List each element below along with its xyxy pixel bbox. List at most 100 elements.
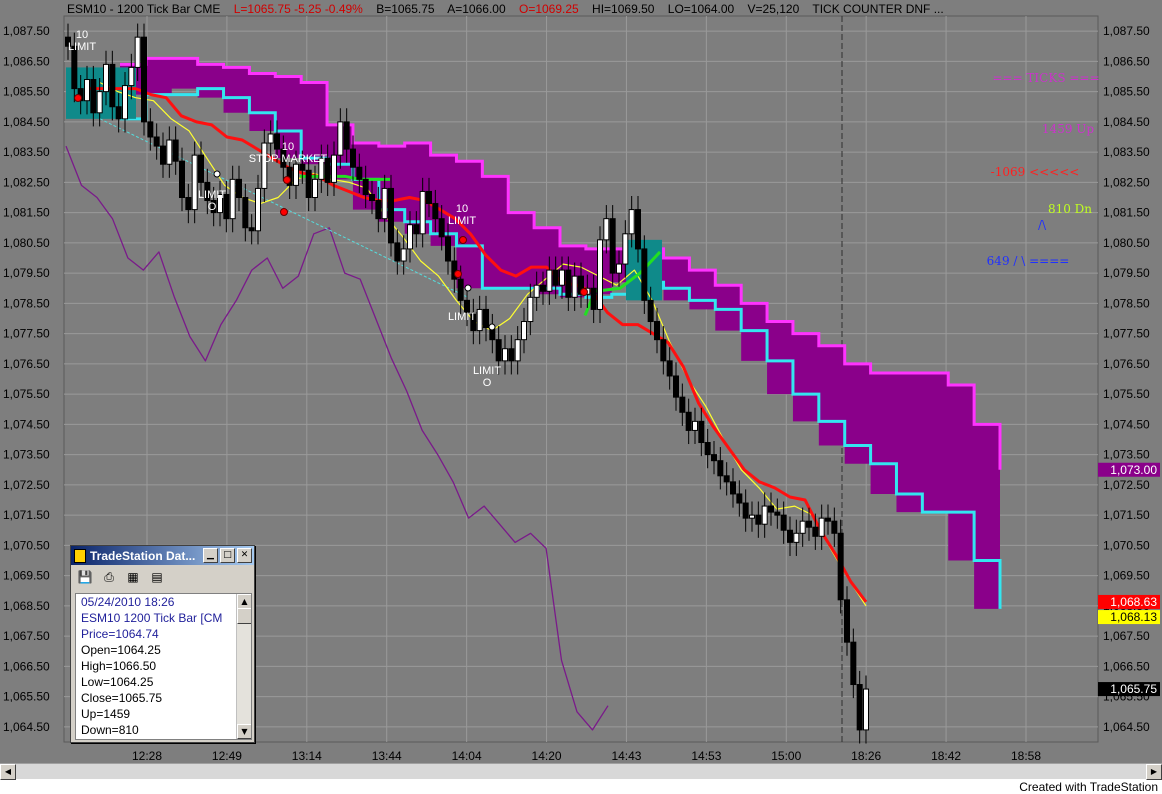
price-bar-down (755, 514, 762, 525)
y-tick-label-right: 1,072.50 (1103, 478, 1150, 492)
price-bar-down (179, 160, 185, 198)
price-bar-up (533, 284, 540, 298)
data-window-line: Price=1064.74 (81, 627, 159, 641)
price-bar-up (267, 133, 274, 144)
y-tick-label-right: 1,074.50 (1103, 417, 1150, 431)
x-tick-label: 18:58 (1011, 749, 1041, 763)
price-bar-down (274, 133, 280, 150)
price-bar-down (717, 460, 724, 477)
price-bar-up (514, 339, 521, 362)
y-tick-label-left: 1,076.50 (3, 357, 50, 371)
price-bar-up (571, 275, 578, 298)
scroll-thumb[interactable] (237, 608, 251, 624)
red-line (90, 87, 868, 603)
order-marker-circle (213, 170, 221, 178)
price-bar-down (369, 193, 375, 202)
header-bid: B=1065.75 (376, 2, 435, 16)
y-tick-label-left: 1,081.50 (3, 206, 50, 220)
data-window-line: Low=1064.25 (81, 675, 154, 689)
price-bar-down (831, 520, 838, 534)
header-symbol: ESM10 - 1200 Tick Bar CME (67, 2, 221, 16)
price-bar-up (166, 139, 173, 165)
save-icon[interactable]: 💾 (77, 570, 93, 584)
price-bar-down (394, 242, 401, 262)
y-tick-label-left: 1,073.50 (3, 448, 50, 462)
data-window-line: Open=1064.25 (81, 643, 161, 657)
x-tick-label: 18:26 (851, 749, 881, 763)
y-tick-label-left: 1,072.50 (3, 478, 50, 492)
y-tick-label-left: 1,071.50 (3, 508, 50, 522)
y-tick-label-right: 1,078.50 (1103, 296, 1150, 310)
y-tick-label-right: 1,070.50 (1103, 538, 1150, 552)
order-label: 10 (456, 203, 468, 215)
y-tick-label-left: 1,069.50 (3, 569, 50, 583)
price-badge-label: 1,068.13 (1110, 610, 1157, 624)
price-bar-down (825, 517, 831, 522)
price-bar-down (673, 375, 679, 398)
y-tick-label-right: 1,084.50 (1103, 115, 1150, 129)
price-bar-down (172, 139, 179, 162)
price-bar-down (844, 599, 850, 643)
price-bar-up (318, 157, 325, 180)
price-bar-up (616, 263, 622, 274)
price-bar-up (261, 142, 268, 189)
grid-icon[interactable]: ▦ (127, 570, 139, 584)
order-label: O (483, 377, 492, 389)
price-bar-down (679, 396, 686, 413)
price-bar-down (90, 79, 97, 114)
price-bar-up (597, 239, 603, 310)
price-badge-label: 1,073.00 (1110, 463, 1157, 477)
price-bar-down (153, 136, 160, 147)
y-tick-label-right: 1,079.50 (1103, 266, 1150, 280)
price-bar-down (198, 154, 204, 183)
scroll-left-button[interactable]: ◀ (0, 764, 16, 780)
left-price-axis: 1,087.50 1,086.50 1,085.50 1,084.50 1,083.50… (3, 24, 50, 734)
price-bar-up (603, 218, 610, 241)
y-tick-label-left: 1,068.50 (3, 599, 50, 613)
y-tick-label-right: 1,067.50 (1103, 629, 1150, 643)
scroll-right-button[interactable]: ▶ (1146, 764, 1162, 780)
data-window-titlebar[interactable]: TradeStation Dat... ▁ □ ✕ (71, 546, 254, 565)
price-badge (1098, 462, 1160, 477)
price-badge (1098, 594, 1160, 609)
price-bar-down (565, 269, 572, 298)
annotation-label: -1069 <<<<< (991, 165, 1080, 179)
x-tick-label: 14:53 (691, 749, 721, 763)
order-marker-dot (454, 270, 462, 278)
price-bar-down (660, 339, 667, 362)
cloud-top-edge (120, 56, 1002, 470)
maximize-button[interactable]: □ (220, 548, 235, 563)
chart-horizontal-scrollbar[interactable]: ◀ ▶ (0, 763, 1162, 780)
price-bars (65, 23, 869, 744)
price-bar-down (723, 475, 730, 483)
scroll-up-button[interactable]: ▲ (237, 594, 251, 609)
app-icon (74, 548, 86, 563)
scroll-down-button[interactable]: ▼ (237, 724, 251, 739)
close-button[interactable]: ✕ (237, 548, 252, 563)
price-bar-down (641, 248, 648, 301)
price-bar-up (407, 224, 413, 250)
price-bar-down (552, 269, 559, 286)
data-window-scrollbar[interactable]: ▲ ▼ (236, 594, 251, 739)
y-tick-label-left: 1,074.50 (3, 417, 50, 431)
order-label: 10 (282, 141, 294, 153)
x-tick-label: 14:43 (611, 749, 641, 763)
properties-icon[interactable]: ▤ (151, 570, 163, 584)
y-tick-label-left: 1,084.50 (3, 115, 50, 129)
price-bar-up (793, 532, 800, 543)
header-high: HI=1069.50 (592, 2, 655, 16)
data-window-line: Close=1065.75 (81, 691, 163, 705)
data-window[interactable]: TradeStation Dat... ▁ □ ✕ 💾 ⎙ ▦ ▤ 05/24/… (70, 545, 255, 743)
y-tick-label-left: 1,083.50 (3, 145, 50, 159)
price-bar-down (223, 193, 230, 220)
price-bar-down (787, 529, 793, 543)
y-tick-label-right: 1,064.50 (1103, 720, 1150, 734)
chart-header: ESM10 - 1200 Tick Bar CME L=1065.75 -5.2… (67, 2, 954, 16)
minimize-button[interactable]: ▁ (203, 548, 218, 563)
order-label: STOP MARKET (249, 153, 328, 165)
annotation-label: /\ (1038, 218, 1047, 232)
print-icon[interactable]: ⎙ (104, 569, 114, 584)
y-tick-label-right: 1,080.50 (1103, 236, 1150, 250)
x-tick-label: 14:20 (532, 749, 562, 763)
data-window-content: 05/24/2010 18:26 ESM10 1200 Tick Bar [CM P… (75, 593, 252, 740)
